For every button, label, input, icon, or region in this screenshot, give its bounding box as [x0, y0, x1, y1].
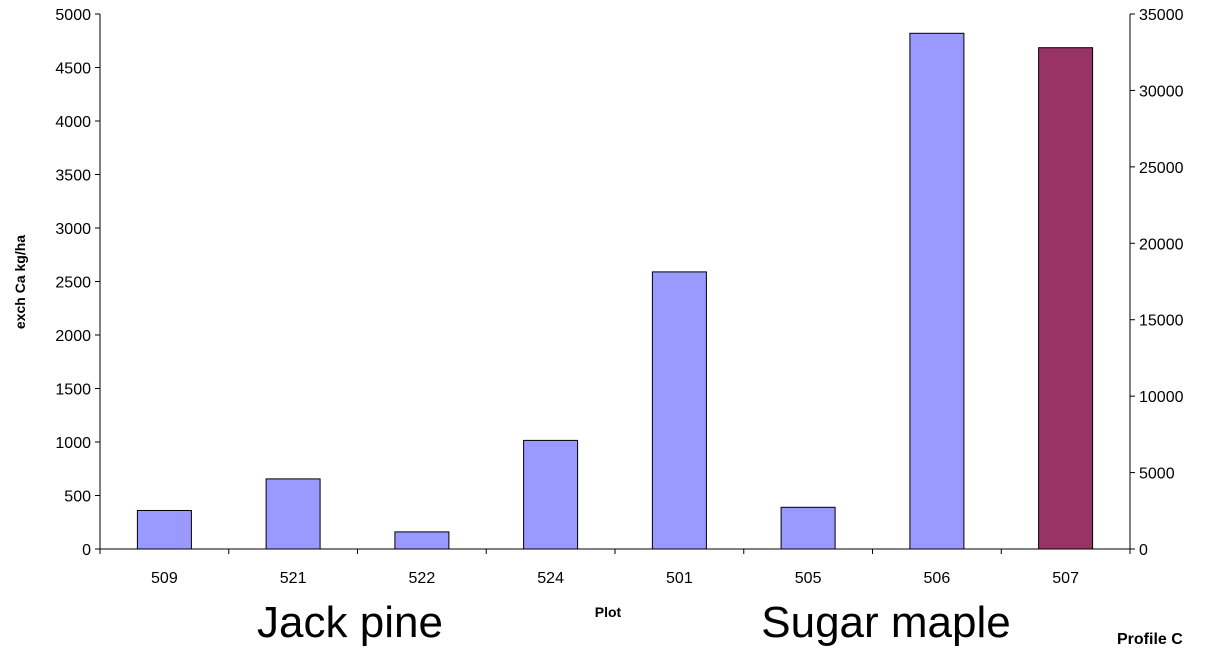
x-tick-label: 505: [795, 570, 822, 587]
y-tick-label: 2500: [55, 275, 91, 292]
group-label-jack-pine: Jack pine: [257, 598, 443, 647]
x-axis-title: Plot: [595, 604, 622, 620]
bar-501: [651, 271, 707, 550]
y2-tick-label: 5000: [1139, 466, 1175, 483]
y2-axis-ticks: 0 5000 10000 15000 20000 25000 30000 35000: [1130, 7, 1184, 559]
y-tick-label: 3000: [55, 221, 91, 238]
y-axis-ticks: 0 500 1000 1500 2000 2500 3000 3500 4000 4500 5000: [55, 7, 100, 559]
x-tick-label: 524: [537, 570, 564, 587]
x-axis-ticks: 509 521 522 524 501 505 506 507: [99, 549, 1131, 587]
x-tick-label: 506: [924, 570, 951, 587]
y-tick-label: 0: [82, 542, 91, 559]
bar-507: [1038, 47, 1094, 550]
y2-tick-label: 35000: [1139, 7, 1184, 24]
y-axis-title: exch Ca kg/ha: [12, 235, 28, 329]
y-tick-label: 500: [64, 489, 91, 506]
bars: [136, 32, 1094, 550]
bar-506: [909, 32, 965, 550]
y2-tick-label: 15000: [1139, 313, 1184, 330]
y2-tick-label: 25000: [1139, 160, 1184, 177]
bar-509: [136, 510, 192, 550]
x-tick-label: 522: [409, 570, 436, 587]
y-tick-label: 4500: [55, 61, 91, 78]
y-tick-label: 2000: [55, 328, 91, 345]
y2-tick-label: 30000: [1139, 83, 1184, 100]
y-tick-label: 4000: [55, 114, 91, 131]
y-tick-label: 3500: [55, 168, 91, 185]
x-tick-label: 501: [666, 570, 693, 587]
bar-505: [780, 506, 836, 550]
x-tick-label: 521: [280, 570, 307, 587]
corner-label: Profile C: [1117, 631, 1183, 648]
bar-522: [394, 531, 450, 550]
y-tick-label: 1500: [55, 382, 91, 399]
axes: [99, 14, 1131, 550]
y2-tick-label: 0: [1139, 542, 1148, 559]
x-tick-label: 507: [1052, 570, 1079, 587]
y-tick-label: 5000: [55, 7, 91, 24]
bar-524: [523, 439, 579, 550]
x-tick-label: 509: [151, 570, 178, 587]
group-label-sugar-maple: Sugar maple: [761, 598, 1010, 647]
bar-521: [265, 478, 321, 550]
y-tick-label: 1000: [55, 435, 91, 452]
y2-tick-label: 10000: [1139, 389, 1184, 406]
y2-tick-label: 20000: [1139, 236, 1184, 253]
